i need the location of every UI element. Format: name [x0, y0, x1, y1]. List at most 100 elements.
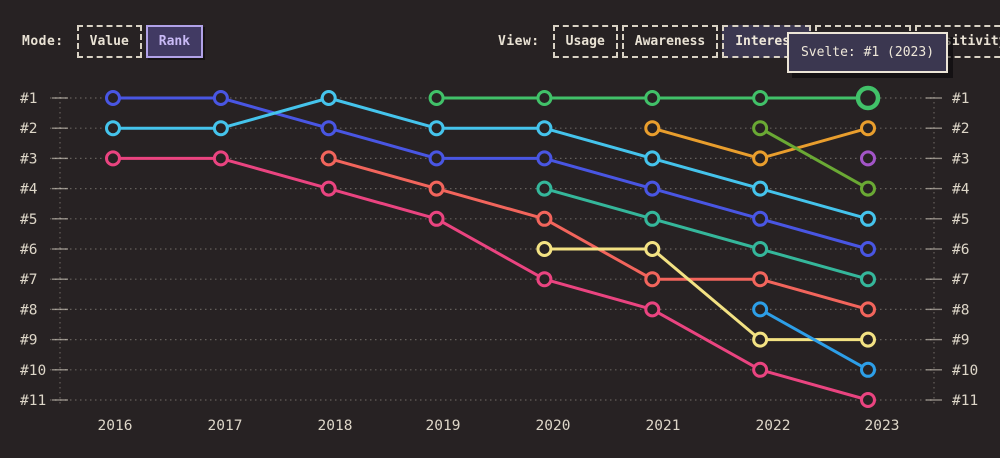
series-pink-line[interactable] [111, 156, 870, 402]
chart-point[interactable] [320, 180, 337, 197]
chart-point[interactable] [105, 90, 121, 106]
chart-point[interactable] [428, 180, 445, 197]
chart-point[interactable] [644, 301, 661, 318]
chart-point[interactable] [105, 150, 121, 167]
rank-label-left: #6 [20, 242, 37, 258]
rank-label-right: #10 [952, 363, 978, 379]
year-label: 2016 [98, 418, 133, 434]
rank-label-left: #4 [20, 182, 38, 198]
rank-label-left: #8 [20, 302, 37, 318]
rank-label-left: #2 [20, 121, 37, 137]
chart-point[interactable] [644, 90, 661, 106]
chart-point[interactable] [536, 120, 553, 137]
chart-point[interactable] [105, 120, 121, 137]
rank-label-left: #9 [20, 333, 37, 349]
rank-label-right: #8 [952, 302, 969, 318]
view-button-awareness[interactable]: Awareness [621, 25, 719, 58]
rank-label-right: #3 [952, 151, 969, 167]
rank-label-right: #7 [952, 272, 969, 288]
chart-point[interactable] [859, 150, 876, 167]
chart-point[interactable] [859, 120, 876, 137]
mode-button-value[interactable]: Value [76, 25, 142, 58]
chart-point[interactable] [859, 301, 876, 318]
chart-point[interactable] [859, 331, 876, 348]
chart-point[interactable] [536, 271, 553, 288]
chart-point[interactable] [859, 271, 876, 288]
chart-point[interactable] [644, 120, 661, 137]
year-label: 2019 [426, 418, 461, 434]
mode-label: Mode: [22, 34, 64, 49]
series-cyan-line[interactable] [111, 96, 870, 221]
chart-point[interactable] [644, 150, 661, 167]
chart-point[interactable] [644, 180, 661, 197]
year-label: 2023 [865, 418, 900, 434]
rank-label-left: #11 [20, 393, 46, 409]
mode-button-rank[interactable]: Rank [145, 25, 204, 58]
series-coral-line[interactable] [327, 156, 870, 311]
chart-point[interactable] [536, 150, 553, 167]
chart-point[interactable] [859, 361, 876, 378]
year-label: 2021 [646, 418, 681, 434]
chart-point[interactable] [536, 90, 553, 106]
series-lines [111, 96, 870, 402]
rank-label-right: #11 [952, 393, 978, 409]
x-axis-labels: 2016 2017 2018 2019 2020 2021 2022 2023 [98, 418, 900, 434]
chart-point[interactable] [428, 150, 445, 167]
series-points [105, 85, 881, 408]
chart-point[interactable] [320, 120, 337, 137]
rank-label-right: #9 [952, 333, 969, 349]
mode-control: Mode: Value Rank [22, 25, 204, 58]
chart-point[interactable] [320, 150, 337, 167]
chart-point[interactable] [212, 90, 229, 106]
chart-point[interactable] [859, 180, 876, 197]
series-indigo-line[interactable] [111, 96, 870, 251]
rank-label-right: #4 [952, 182, 970, 198]
chart-point[interactable] [752, 180, 769, 197]
rank-label-left: #10 [20, 363, 46, 379]
chart-point[interactable] [752, 241, 769, 257]
series-teal-line[interactable] [542, 187, 870, 281]
rank-label-left: #3 [20, 151, 37, 167]
chart-point[interactable] [752, 120, 769, 137]
series-olive-line[interactable] [758, 126, 870, 191]
chart-point[interactable] [536, 210, 553, 227]
year-label: 2022 [756, 418, 791, 434]
year-label: 2017 [208, 418, 243, 434]
chart-point[interactable] [752, 271, 769, 288]
series-sky-line[interactable] [758, 307, 870, 372]
chart-point[interactable] [536, 241, 553, 257]
chart-point[interactable] [752, 301, 769, 318]
chart-point[interactable] [752, 331, 769, 348]
chart-point[interactable] [859, 392, 876, 408]
chart-point[interactable] [644, 210, 661, 227]
chart-point[interactable] [428, 90, 445, 106]
chart-point-highlighted[interactable] [855, 85, 881, 111]
chart-point[interactable] [752, 210, 769, 227]
rank-label-right: #2 [952, 121, 969, 137]
chart-point[interactable] [428, 120, 445, 137]
rank-label-left: #1 [20, 91, 37, 107]
rank-label-right: #6 [952, 242, 969, 258]
year-label: 2020 [536, 418, 571, 434]
chart-point[interactable] [644, 271, 661, 288]
chart-point[interactable] [752, 150, 769, 167]
chart-point[interactable] [320, 90, 337, 106]
chart-point[interactable] [644, 241, 661, 257]
rank-label-left: #5 [20, 212, 37, 228]
chart-point[interactable] [752, 361, 769, 378]
view-button-usage[interactable]: Usage [552, 25, 618, 58]
rank-label-left: #7 [20, 272, 37, 288]
hover-tooltip: Svelte: #1 (2023) [787, 32, 948, 73]
year-label: 2018 [318, 418, 353, 434]
chart-point[interactable] [212, 150, 229, 167]
chart-point[interactable] [859, 210, 876, 227]
view-button-interest[interactable]: Interest [722, 25, 811, 58]
chart-point[interactable] [859, 241, 876, 257]
chart-point[interactable] [536, 180, 553, 197]
chart-point[interactable] [428, 210, 445, 227]
chart-point[interactable] [212, 120, 229, 137]
view-label: View: [498, 34, 540, 49]
chart-point[interactable] [752, 90, 769, 106]
